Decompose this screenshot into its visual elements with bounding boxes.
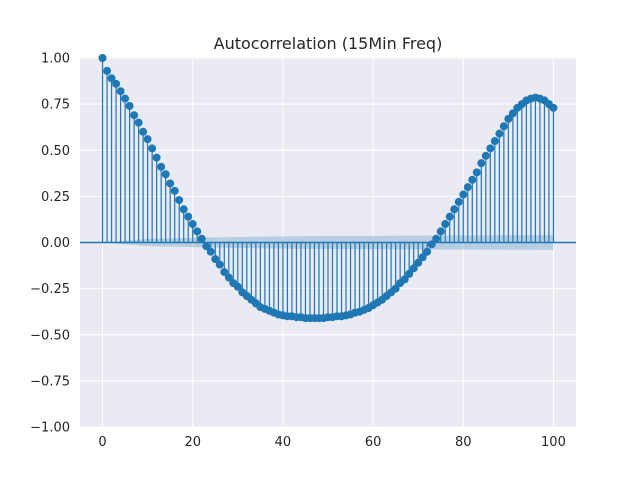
acf-marker [116,87,125,96]
acf-marker [454,197,463,206]
markers [98,54,558,323]
x-tick-label: 80 [455,435,472,450]
acf-marker [220,268,229,277]
acf-marker [98,54,107,62]
acf-marker [206,247,215,256]
acf-marker [486,144,495,153]
acf-marker [202,242,211,251]
acf-marker [193,227,202,236]
acf-marker [143,135,152,144]
acf-marker [432,234,441,243]
y-tick-label: −1.00 [30,421,70,436]
y-tick-label: 0.25 [41,190,70,205]
y-tick-label: −0.25 [30,282,70,297]
acf-marker [157,162,166,171]
y-tick-label: 1.00 [41,52,70,67]
y-axis-ticks: −1.00 −0.75 −0.50 −0.25 0.00 0.25 0.50 0.75 1.00 [30,52,70,436]
acf-marker [499,122,508,131]
y-tick-label: −0.75 [30,374,70,389]
x-tick-label: 100 [541,435,566,450]
acf-marker [436,227,445,236]
acf-marker [481,151,490,160]
x-axis-ticks: 0 20 40 60 80 100 [98,435,565,450]
acf-marker [233,282,242,291]
chart-title: Autocorrelation (15Min Freq) [214,34,443,53]
acf-marker [400,275,409,284]
acf-marker [130,111,139,120]
acf-marker [107,74,116,83]
y-tick-label: 0.75 [41,98,70,113]
acf-marker [211,255,220,264]
acf-marker [463,183,472,192]
acf-marker [508,109,517,118]
acf-marker [459,190,468,199]
acf-marker [148,144,157,153]
acf-marker [414,258,423,267]
acf-marker [495,129,504,138]
acf-marker [170,186,179,195]
x-tick-label: 60 [365,435,382,450]
acf-marker [175,196,184,205]
acf-marker [549,103,558,112]
acf-marker [504,114,513,123]
acf-marker [441,220,450,229]
y-tick-label: 0.50 [41,144,70,159]
acf-marker [224,273,233,282]
acf-marker [152,153,161,162]
acf-marker [427,240,436,249]
acf-marker [450,205,459,214]
acf-marker [184,212,193,221]
acf-marker [468,175,477,184]
acf-marker [125,101,134,110]
acf-marker [134,118,143,127]
acf-marker [418,253,427,262]
acf-marker [477,159,486,168]
stems [101,58,555,319]
acf-marker [490,137,499,146]
x-tick-label: 20 [184,435,201,450]
acf-marker [197,234,206,243]
y-tick-label: −0.50 [30,328,70,343]
acf-marker [139,127,148,136]
acf-marker [121,94,130,103]
acf-marker [161,170,170,179]
acf-marker [445,212,454,221]
acf-marker [179,205,188,214]
acf-marker [391,284,400,293]
acf-marker [472,168,481,177]
acf-marker [112,79,121,88]
x-tick-label: 40 [275,435,292,450]
acf-marker [423,247,432,256]
y-tick-label: 0.00 [41,236,70,251]
acf-marker [405,269,414,278]
acf-marker [409,264,418,273]
acf-marker [215,260,224,269]
acf-marker [166,179,175,188]
x-tick-label: 0 [98,435,106,450]
acf-marker [103,66,112,75]
acf-marker [188,220,197,229]
